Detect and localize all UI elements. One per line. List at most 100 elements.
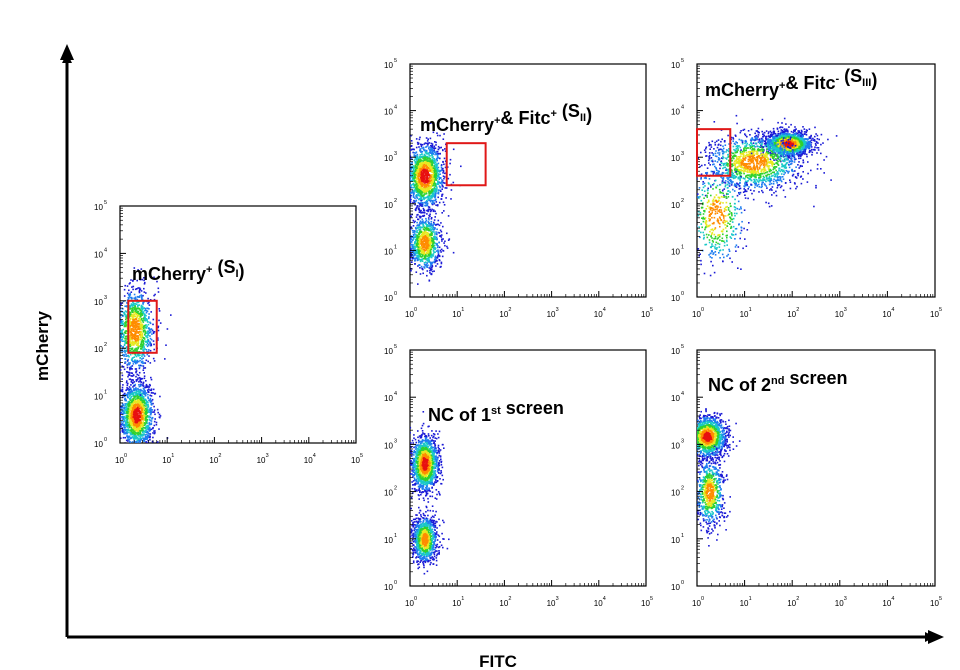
event-point xyxy=(121,416,123,418)
event-point xyxy=(429,250,432,253)
event-point xyxy=(434,199,437,202)
event-point xyxy=(134,431,137,434)
event-point xyxy=(126,316,128,318)
event-point xyxy=(429,238,432,241)
event-point xyxy=(443,204,446,206)
event-point xyxy=(414,197,416,199)
event-point xyxy=(131,321,133,323)
event-point xyxy=(132,419,134,422)
event-point xyxy=(141,345,143,348)
event-point xyxy=(133,426,136,429)
event-point xyxy=(135,412,138,414)
event-point xyxy=(149,322,152,325)
event-point xyxy=(413,191,415,193)
event-point xyxy=(139,433,142,435)
event-point xyxy=(133,308,136,311)
event-point xyxy=(146,319,148,321)
event-point xyxy=(419,181,421,184)
event-point xyxy=(431,171,434,173)
event-point xyxy=(424,204,426,207)
event-point xyxy=(414,235,417,237)
event-point xyxy=(140,334,143,336)
event-point xyxy=(126,394,129,396)
event-point xyxy=(423,175,425,177)
event-point xyxy=(139,354,141,356)
event-point xyxy=(130,334,132,336)
event-point xyxy=(132,305,134,307)
event-point xyxy=(138,424,141,426)
event-point xyxy=(434,159,436,162)
event-point xyxy=(441,180,444,182)
event-point xyxy=(137,398,140,400)
event-point xyxy=(133,431,135,434)
event-point xyxy=(410,171,411,173)
event-point xyxy=(153,405,155,408)
event-point xyxy=(149,328,152,331)
event-point xyxy=(415,157,418,160)
event-point xyxy=(411,189,414,192)
event-point xyxy=(125,409,128,412)
event-point xyxy=(145,436,148,438)
event-point xyxy=(147,307,149,310)
event-point xyxy=(424,187,426,190)
event-point xyxy=(133,414,136,416)
event-point xyxy=(431,193,434,196)
event-point xyxy=(140,384,142,386)
event-point xyxy=(109,341,111,343)
event-point xyxy=(122,396,124,399)
event-point xyxy=(150,448,152,450)
event-point xyxy=(123,340,126,342)
event-point xyxy=(146,442,148,443)
event-point xyxy=(133,325,136,327)
event-point xyxy=(404,207,406,209)
event-point xyxy=(132,363,135,365)
event-point xyxy=(422,171,425,174)
event-point xyxy=(431,164,433,167)
event-point xyxy=(428,214,430,217)
event-point xyxy=(430,196,433,198)
event-point xyxy=(137,337,139,340)
event-point xyxy=(412,179,415,182)
event-point xyxy=(419,186,421,189)
event-point xyxy=(141,278,144,281)
event-point xyxy=(410,252,413,255)
event-point xyxy=(131,334,134,336)
event-point xyxy=(412,178,414,181)
event-point xyxy=(434,185,436,188)
event-point xyxy=(433,231,435,233)
event-point xyxy=(436,132,438,134)
event-point xyxy=(398,187,400,189)
event-point xyxy=(145,425,147,427)
event-point xyxy=(141,452,143,454)
event-point xyxy=(431,160,434,162)
event-point xyxy=(132,350,135,353)
event-point xyxy=(115,364,117,366)
event-point xyxy=(145,386,147,389)
event-point xyxy=(440,177,442,179)
event-point xyxy=(120,414,121,417)
event-point xyxy=(416,231,419,233)
event-point xyxy=(124,336,127,338)
event-point xyxy=(435,158,438,161)
event-point xyxy=(120,358,121,361)
event-point xyxy=(127,296,130,299)
event-point xyxy=(127,396,129,399)
event-point xyxy=(428,149,431,151)
event-point xyxy=(416,162,418,165)
event-point xyxy=(441,179,443,181)
event-point xyxy=(120,324,121,326)
event-point xyxy=(410,260,411,262)
event-point xyxy=(415,156,418,158)
event-point xyxy=(138,412,141,414)
event-point xyxy=(129,342,132,344)
event-point xyxy=(142,431,144,434)
event-point xyxy=(158,428,160,430)
event-point xyxy=(437,183,440,185)
event-point xyxy=(410,192,412,194)
event-point xyxy=(141,326,144,329)
event-point xyxy=(157,329,160,332)
event-point xyxy=(129,321,132,323)
event-point xyxy=(124,392,126,395)
event-point xyxy=(425,252,428,254)
event-point xyxy=(133,407,135,409)
